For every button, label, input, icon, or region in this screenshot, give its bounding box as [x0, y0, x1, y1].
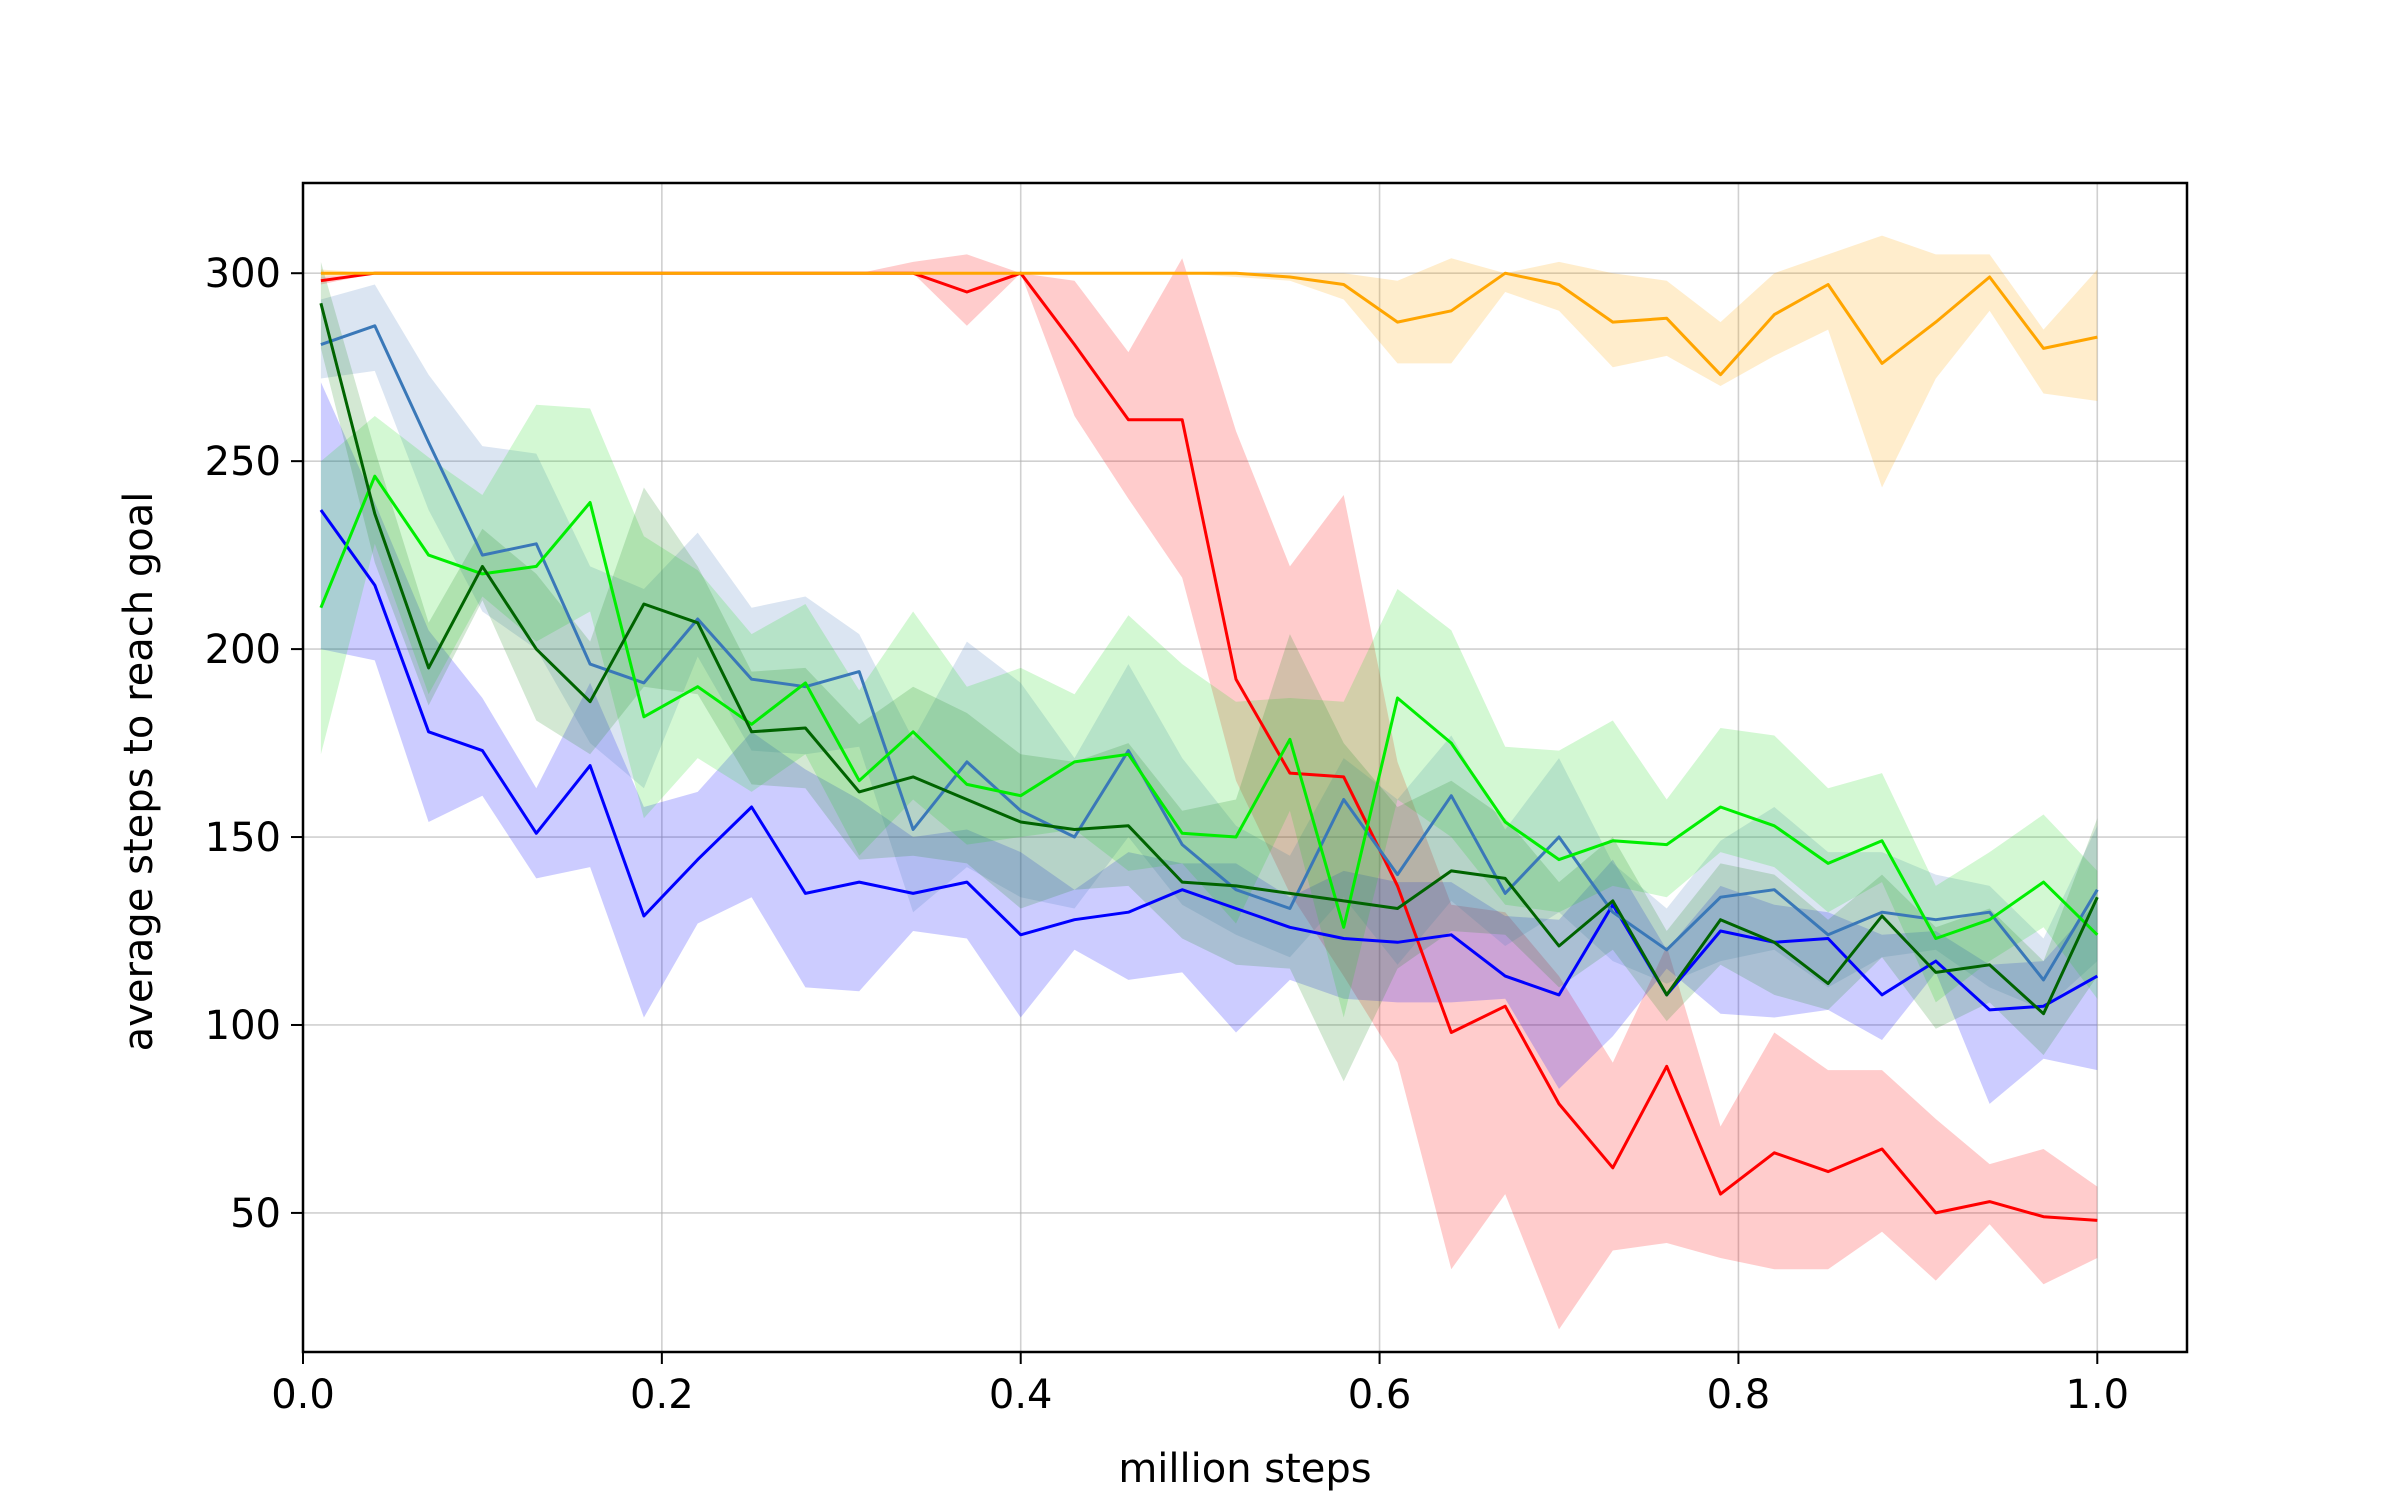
y-tick-label: 100	[205, 1003, 281, 1049]
series-1-band	[320, 235, 2098, 488]
y-tick-label: 200	[205, 627, 281, 673]
series-0-band	[320, 254, 2098, 1330]
x-tick-label: 0.2	[630, 1372, 694, 1418]
x-axis-label: million steps	[1118, 1446, 1371, 1492]
series-2-line	[319, 509, 2099, 1012]
x-tick-label: 1.0	[2065, 1372, 2129, 1418]
x-tick-label: 0.8	[1707, 1372, 1771, 1418]
y-axis-label: average steps to reach goal	[116, 492, 162, 1052]
y-tick-label: 150	[205, 815, 281, 861]
x-tick-label: 0.6	[1348, 1372, 1412, 1418]
series-4-line	[319, 474, 2099, 940]
series-2-band	[320, 382, 2098, 1104]
axis-ticks: 0.0 0.2 0.4 0.6 0.8 1.0 50 100 150 200 250 300	[205, 251, 2129, 1418]
series-5-line	[319, 302, 2099, 1016]
series-5-band	[320, 261, 2098, 1082]
series-4-band	[320, 404, 2098, 1018]
series-1-line	[320, 271, 2098, 377]
y-tick-label: 250	[205, 439, 281, 485]
x-tick-label: 0.4	[989, 1372, 1053, 1418]
series-3-band	[320, 284, 2098, 1010]
series-3-line	[320, 324, 2099, 982]
x-tick-label: 0.0	[271, 1372, 335, 1418]
confidence-bands	[320, 235, 2098, 1330]
axes-frame	[301, 181, 2189, 1354]
y-tick-label: 300	[205, 251, 281, 297]
series-lines	[319, 271, 2099, 1222]
y-tick-label: 50	[230, 1191, 281, 1237]
